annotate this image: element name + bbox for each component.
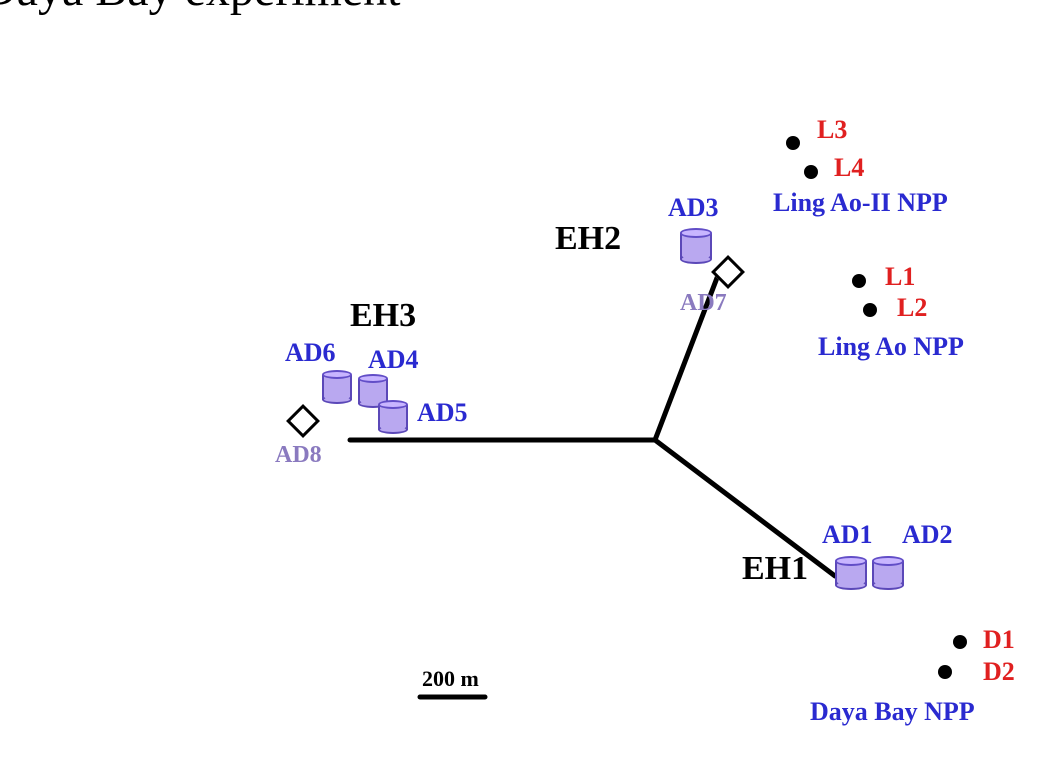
reactor-label-D1: D1: [983, 625, 1015, 655]
reactor-dot-D2: [938, 665, 952, 679]
detector-cyl-AD1: [835, 556, 867, 590]
reactor-label-D2: D2: [983, 657, 1015, 687]
detector-cyl-AD5: [378, 400, 408, 434]
reactor-label-L4: L4: [834, 153, 864, 183]
detector-label-AD6: AD6: [285, 338, 336, 368]
detector-label-AD5: AD5: [417, 398, 468, 428]
tunnel-lines-svg: [0, 0, 1053, 769]
reactor-label-L1: L1: [885, 262, 915, 292]
detector-label-AD8: AD8: [275, 442, 322, 469]
detector-label-AD7: AD7: [680, 290, 727, 317]
detector-cyl-AD6: [322, 370, 352, 404]
scale-bar-label: 200 m: [422, 666, 479, 692]
reactor-dot-L1: [852, 274, 866, 288]
reactor-dot-L4: [804, 165, 818, 179]
detector-dia-AD8: [286, 404, 320, 438]
detector-label-AD4: AD4: [368, 345, 419, 375]
detector-label-AD1: AD1: [822, 520, 873, 550]
detector-cyl-AD3: [680, 228, 712, 264]
reactor-label-L3: L3: [817, 115, 847, 145]
npp-label-lingao: Ling Ao NPP: [818, 332, 964, 362]
hall-label-EH1: EH1: [742, 550, 808, 588]
reactor-label-L2: L2: [897, 293, 927, 323]
title-fragment: Daya Bay experiment: [0, 0, 401, 17]
reactor-dot-D1: [953, 635, 967, 649]
diagram-stage: Daya Bay experiment EH1 EH2 EH3 AD1 AD2 AD3 AD4…: [0, 0, 1053, 769]
hall-label-EH2: EH2: [555, 220, 621, 258]
detector-label-AD2: AD2: [902, 520, 953, 550]
detector-label-AD3: AD3: [668, 193, 719, 223]
reactor-dot-L3: [786, 136, 800, 150]
tunnel-lines-group: [350, 270, 835, 697]
npp-label-dayabay: Daya Bay NPP: [810, 697, 975, 727]
reactor-dot-L2: [863, 303, 877, 317]
hall-label-EH3: EH3: [350, 297, 416, 335]
npp-label-lingao2: Ling Ao-II NPP: [773, 188, 948, 218]
detector-cyl-AD2: [872, 556, 904, 590]
detector-dia-AD7: [711, 255, 745, 289]
